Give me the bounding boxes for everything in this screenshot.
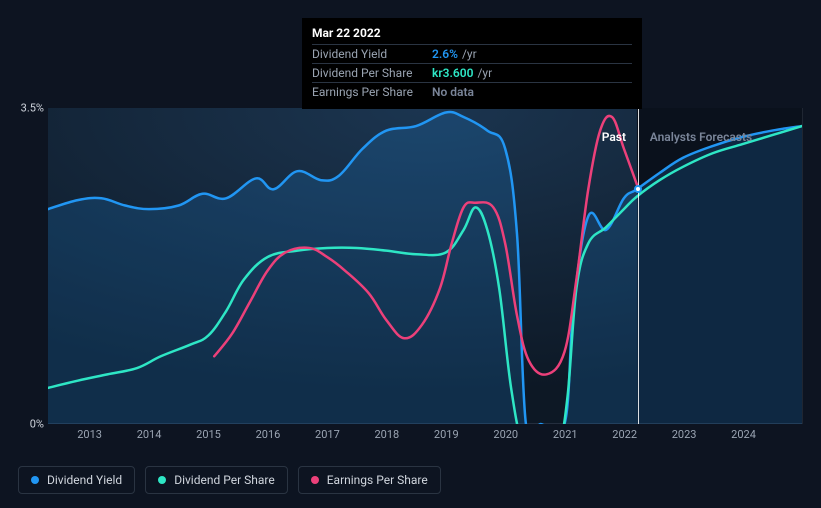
chart-tooltip: Mar 22 2022 Dividend Yield2.6%/yrDividen… bbox=[302, 18, 642, 109]
past-label: Past bbox=[602, 130, 626, 144]
x-axis-label: 2022 bbox=[612, 428, 637, 441]
x-axis-label: 2017 bbox=[315, 428, 340, 441]
legend-label: Dividend Yield bbox=[47, 473, 122, 487]
x-axis-label: 2015 bbox=[196, 428, 221, 441]
hover-marker bbox=[634, 185, 642, 193]
x-axis-label: 2021 bbox=[553, 428, 578, 441]
forecast-label: Analysts Forecasts bbox=[650, 130, 752, 144]
tooltip-row-value: kr3.600 bbox=[432, 66, 473, 80]
x-axis-label: 2024 bbox=[731, 428, 756, 441]
legend-item-earnings-per-share[interactable]: Earnings Per Share bbox=[298, 466, 441, 494]
y-axis-label: 0% bbox=[30, 418, 44, 431]
x-axis-label: 2023 bbox=[672, 428, 697, 441]
chart-svg bbox=[48, 108, 802, 424]
x-axis-label: 2016 bbox=[256, 428, 281, 441]
y-axis-label: 3.5% bbox=[21, 102, 44, 115]
tooltip-row-label: Dividend Per Share bbox=[312, 66, 432, 80]
x-axis-label: 2013 bbox=[77, 428, 102, 441]
dividend-chart: Mar 22 2022 Dividend Yield2.6%/yrDividen… bbox=[0, 0, 821, 508]
legend-label: Earnings Per Share bbox=[327, 473, 428, 487]
plot-area[interactable]: Past Analysts Forecasts bbox=[48, 108, 803, 424]
tooltip-date: Mar 22 2022 bbox=[312, 26, 632, 44]
x-axis-label: 2020 bbox=[493, 428, 518, 441]
legend-dot-icon bbox=[158, 476, 166, 484]
legend-dot-icon bbox=[311, 476, 319, 484]
tooltip-row: Earnings Per ShareNo data bbox=[312, 82, 632, 101]
legend-item-dividend-yield[interactable]: Dividend Yield bbox=[18, 466, 135, 494]
tooltip-row: Dividend Yield2.6% /yr bbox=[312, 44, 632, 63]
tooltip-row-suffix: /yr bbox=[462, 47, 477, 61]
legend-dot-icon bbox=[31, 476, 39, 484]
x-axis-label: 2018 bbox=[374, 428, 399, 441]
x-axis-label: 2019 bbox=[434, 428, 459, 441]
legend-item-dividend-per-share[interactable]: Dividend Per Share bbox=[145, 466, 288, 494]
tooltip-row-suffix: /yr bbox=[477, 66, 492, 80]
legend-label: Dividend Per Share bbox=[174, 473, 275, 487]
tooltip-row-value: 2.6% bbox=[432, 47, 458, 61]
hover-line bbox=[638, 108, 639, 424]
tooltip-row: Dividend Per Sharekr3.600/yr bbox=[312, 63, 632, 82]
x-axis: 2013 2014 2015 2016 2017 2018 2019 2020 2021 2022… bbox=[48, 428, 803, 444]
chart-legend: Dividend Yield Dividend Per Share Earnings… bbox=[18, 466, 441, 494]
tooltip-row-label: Dividend Yield bbox=[312, 47, 432, 61]
x-axis-label: 2014 bbox=[137, 428, 162, 441]
tooltip-row-value: No data bbox=[432, 85, 474, 99]
tooltip-row-label: Earnings Per Share bbox=[312, 85, 432, 99]
